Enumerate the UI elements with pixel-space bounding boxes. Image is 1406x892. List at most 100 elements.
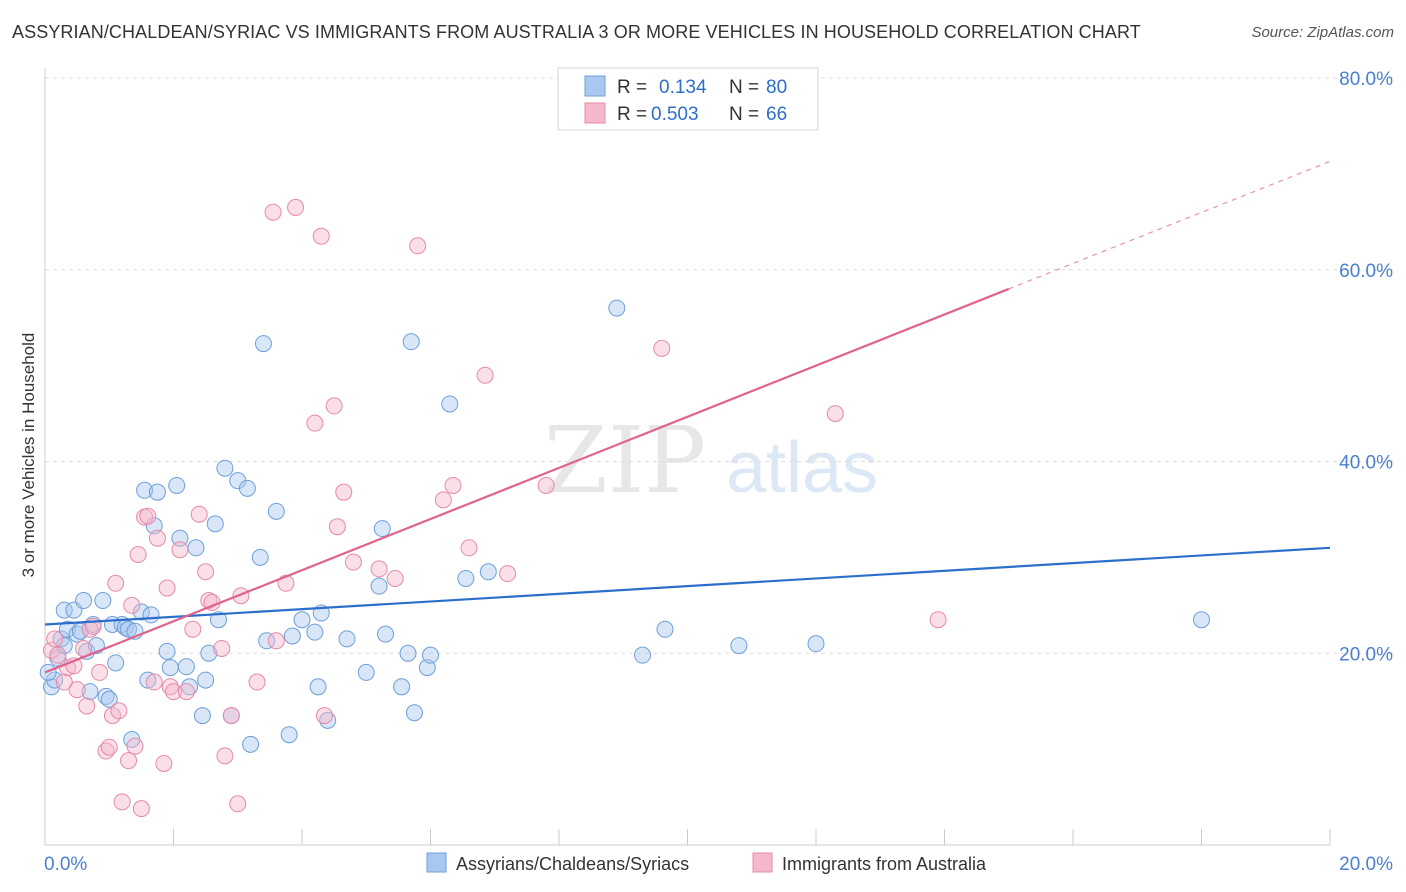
x-tick-label: 20.0% xyxy=(1339,854,1393,875)
data-point-assyrians xyxy=(283,627,301,645)
data-point-assyrians xyxy=(730,637,748,655)
data-point-assyrians xyxy=(158,642,176,660)
bottom-legend-swatch-pink xyxy=(752,852,773,873)
data-point-australia xyxy=(315,707,333,725)
legend-n-value: 66 xyxy=(766,104,787,125)
data-point-assyrians xyxy=(148,483,166,501)
data-point-australia xyxy=(826,405,844,423)
data-point-australia xyxy=(123,596,141,614)
data-point-assyrians xyxy=(193,707,211,725)
data-point-assyrians xyxy=(139,671,157,689)
legend-swatch-pink xyxy=(584,102,606,124)
bottom-legend-swatch-blue xyxy=(426,852,447,873)
data-point-australia xyxy=(499,565,517,583)
data-point-assyrians xyxy=(97,687,115,705)
data-point-australia xyxy=(91,663,109,681)
data-point-assyrians xyxy=(136,481,154,499)
data-point-assyrians xyxy=(200,644,218,662)
data-point-australia xyxy=(145,673,163,691)
data-point-assyrians xyxy=(107,654,125,672)
data-point-australia xyxy=(171,541,189,559)
data-point-assyrians xyxy=(1193,611,1210,629)
data-point-australia xyxy=(213,639,231,657)
data-point-australia xyxy=(229,795,247,813)
data-point-assyrians xyxy=(132,603,150,621)
data-point-assyrians xyxy=(177,658,195,676)
gridlines xyxy=(45,77,1395,654)
data-point-australia xyxy=(444,476,462,494)
data-point-australia xyxy=(197,563,215,581)
data-point-australia xyxy=(537,476,555,494)
data-point-assyrians xyxy=(145,517,163,535)
data-point-australia xyxy=(222,707,240,725)
data-point-australia xyxy=(68,681,86,699)
data-point-australia xyxy=(49,646,67,664)
data-point-assyrians xyxy=(608,299,626,317)
bottom-legend: Assyrians/Chaldeans/Syriacs Immigrants f… xyxy=(426,852,987,874)
data-point-assyrians xyxy=(206,515,224,533)
data-point-australia xyxy=(386,569,404,587)
bottom-legend-label-blue: Assyrians/Chaldeans/Syriacs xyxy=(456,854,689,874)
data-point-assyrians xyxy=(258,632,276,650)
data-point-australia xyxy=(409,237,427,255)
data-point-assyrians xyxy=(120,620,138,638)
data-point-assyrians xyxy=(393,678,411,696)
data-point-assyrians xyxy=(377,625,395,643)
data-point-assyrians xyxy=(81,683,99,701)
data-point-australia xyxy=(264,203,282,221)
data-point-australia xyxy=(139,507,157,525)
y-axis-label: 3 or more Vehicles in Household xyxy=(19,333,38,578)
data-point-assyrians xyxy=(479,563,497,581)
data-point-australia xyxy=(460,539,478,557)
legend-n-label: N = xyxy=(729,104,759,125)
data-point-assyrians xyxy=(75,592,93,610)
y-tick-label: 20.0% xyxy=(1339,644,1393,665)
data-point-assyrians xyxy=(441,395,459,413)
trend-line-australia xyxy=(44,287,1010,674)
watermark-zip: ZIP xyxy=(544,407,706,514)
data-point-assyrians xyxy=(267,502,285,520)
data-point-assyrians xyxy=(242,735,260,753)
source-credit: Source: ZipAtlas.com xyxy=(1251,24,1394,41)
data-point-australia xyxy=(46,630,64,648)
bottom-legend-label-pink: Immigrants from Australia xyxy=(782,854,987,874)
data-point-assyrians xyxy=(142,606,160,624)
y-tick-label: 60.0% xyxy=(1339,261,1393,282)
data-point-australia xyxy=(335,483,353,501)
data-point-assyrians xyxy=(181,678,199,696)
data-point-assyrians xyxy=(418,659,436,677)
data-point-australia xyxy=(107,574,125,592)
series-australia-points xyxy=(42,198,947,818)
data-point-australia xyxy=(110,702,128,720)
trend-line-assyrians xyxy=(44,546,1331,626)
legend-r-label: R = xyxy=(617,104,647,125)
watermark-atlas: atlas xyxy=(726,428,878,508)
data-point-assyrians xyxy=(422,646,439,664)
data-point-assyrians xyxy=(187,539,205,557)
data-point-assyrians xyxy=(209,611,227,629)
data-point-assyrians xyxy=(405,704,423,722)
legend: R = 0.134 N = 80 R = 0.503 N = 66 xyxy=(557,67,819,131)
watermark: ZIP atlas xyxy=(544,407,878,514)
axes xyxy=(44,68,1331,846)
data-point-australia xyxy=(120,752,138,770)
data-point-australia xyxy=(148,529,166,547)
data-point-assyrians xyxy=(399,644,417,662)
data-point-australia xyxy=(190,505,208,523)
data-point-australia xyxy=(132,800,150,818)
data-point-australia xyxy=(155,755,173,773)
x-tick-labels: 0.0% 20.0% xyxy=(44,854,1393,875)
data-point-assyrians xyxy=(280,726,298,744)
legend-r-value: 0.503 xyxy=(651,104,699,125)
data-point-australia xyxy=(929,611,947,629)
data-point-assyrians xyxy=(55,601,73,619)
data-point-assyrians xyxy=(254,335,272,353)
data-point-assyrians xyxy=(39,663,57,681)
data-point-assyrians xyxy=(251,548,269,566)
data-point-australia xyxy=(476,366,494,384)
data-point-australia xyxy=(287,198,305,216)
legend-r-value: 0.134 xyxy=(659,77,707,98)
data-point-australia xyxy=(113,793,131,811)
data-point-assyrians xyxy=(100,690,118,708)
